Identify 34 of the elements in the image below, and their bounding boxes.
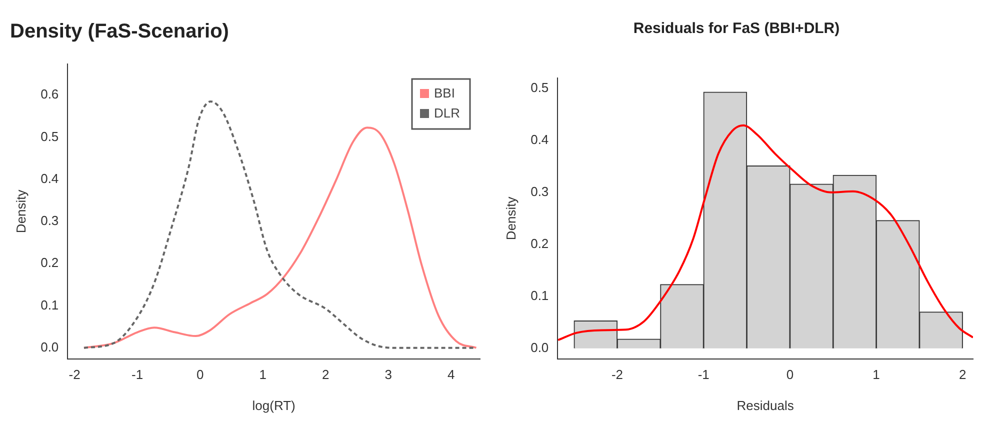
- y-tick-label: 0.3: [40, 213, 59, 228]
- y-tick-label: 0.3: [530, 184, 549, 199]
- y-tick-label: 0.1: [40, 297, 59, 312]
- chart-title: Density (FaS-Scenario): [10, 20, 229, 43]
- y-tick-label: 0.1: [530, 288, 549, 303]
- y-tick-label: 0.2: [530, 236, 549, 251]
- x-axis-title: log(RT): [252, 398, 296, 413]
- x-tick-label: 4: [448, 367, 455, 382]
- y-tick-label: 0.5: [40, 128, 59, 144]
- line-series: [558, 124, 973, 342]
- x-axis-title: Residuals: [736, 398, 794, 413]
- y-tick-label: 0.2: [40, 255, 59, 270]
- chart-title: Residuals for FaS (BBI+DLR): [633, 20, 840, 38]
- x-tick-label: 0: [786, 367, 794, 382]
- y-axis-title: Density: [503, 196, 518, 240]
- legend-label: DLR: [434, 106, 460, 121]
- x-tick-label: -1: [132, 367, 144, 382]
- x-tick-label: 2: [959, 367, 966, 382]
- x-tick-label: -2: [611, 367, 624, 382]
- y-tick-label: 0.0: [40, 339, 59, 354]
- legend-label: BBI: [434, 86, 455, 101]
- y-tick-label: 0.6: [40, 86, 59, 102]
- x-tick-label: 1: [259, 367, 266, 382]
- x-tick-label: 0: [196, 367, 204, 382]
- y-tick-label: 0.5: [530, 80, 549, 95]
- x-tick-label: 1: [872, 367, 880, 382]
- x-tick-label: 2: [322, 367, 330, 382]
- y-tick-label: 0.0: [530, 340, 549, 355]
- y-tick-label: 0.4: [40, 170, 59, 186]
- x-tick-label: 3: [384, 367, 392, 382]
- x-tick-label: -2: [68, 367, 80, 382]
- y-axis-title: Density: [13, 189, 28, 234]
- y-tick-label: 0.4: [530, 132, 549, 147]
- x-tick-label: -1: [698, 367, 710, 382]
